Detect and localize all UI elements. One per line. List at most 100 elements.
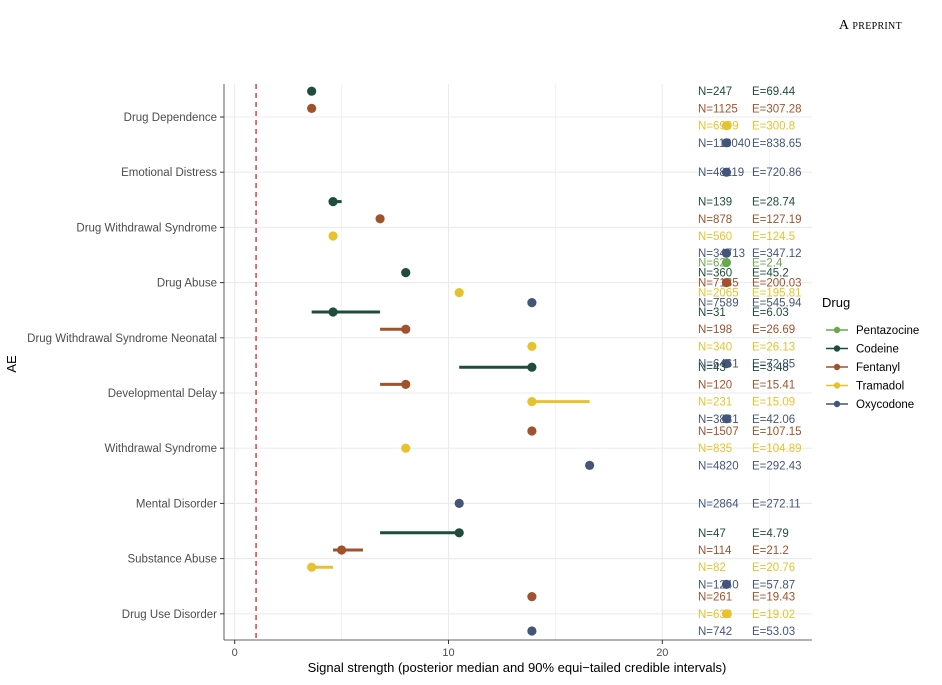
median-point	[454, 288, 464, 298]
median-point	[527, 397, 537, 407]
grid-layer	[224, 84, 812, 640]
y-tick-label: Drug Dependence	[124, 112, 217, 124]
e-label: E=57.87	[752, 579, 795, 591]
n-label: N=630	[698, 609, 732, 621]
n-label: N=742	[698, 626, 732, 638]
n-label: N=2864	[698, 498, 739, 510]
e-label: E=2.4	[752, 258, 783, 270]
n-label: N=43	[698, 362, 726, 374]
y-tick-label: Drug Withdrawal Syndrome	[76, 222, 217, 234]
n-label: N=120	[698, 379, 732, 391]
median-point	[527, 341, 537, 351]
legend-key-point	[833, 326, 841, 334]
median-point	[527, 362, 537, 372]
e-label: E=545.94	[752, 298, 802, 310]
e-label: E=6.03	[752, 307, 789, 319]
median-point	[328, 197, 338, 207]
e-label: E=4.79	[752, 528, 789, 540]
median-point	[307, 86, 317, 96]
median-point	[721, 167, 732, 177]
e-label: E=307.28	[752, 103, 802, 115]
median-point	[527, 298, 537, 308]
n-label: N=360	[698, 268, 732, 280]
y-axis-title: AE	[4, 355, 19, 373]
median-point	[307, 562, 317, 572]
median-point	[375, 214, 385, 224]
e-label: E=127.19	[752, 214, 802, 226]
median-point	[721, 278, 732, 288]
axis-layer: AE Signal strength (posterior median and…	[4, 84, 812, 675]
n-label: N=48119	[698, 167, 744, 179]
legend-key-point	[833, 400, 841, 408]
legend-label: Pentazocine	[856, 325, 919, 337]
e-label: E=104.89	[752, 443, 802, 455]
median-point	[401, 268, 411, 278]
n-label: N=1125	[698, 103, 738, 115]
n-label: N=34713	[698, 248, 745, 260]
e-label: E=26.13	[752, 341, 795, 353]
n-label: N=31	[698, 307, 726, 319]
e-label: E=19.43	[752, 592, 795, 604]
nE-label-layer: N=247 E=69.44N=1125 E=307.28N=6909 E=300.8N…	[698, 86, 802, 638]
legend-title: Drug	[822, 295, 850, 310]
n-label: N=835	[698, 443, 732, 455]
legend: Drug Pentazocine Codeine Fentanyl Tramadol O…	[822, 295, 919, 411]
y-tick-label: Substance Abuse	[127, 554, 217, 566]
median-point	[721, 248, 732, 258]
n-label: N=139	[698, 197, 732, 209]
x-tick-label: 10	[442, 647, 454, 659]
plot-panel	[224, 84, 812, 640]
median-point	[401, 379, 411, 389]
legend-key-point	[833, 345, 841, 352]
median-point	[527, 592, 537, 602]
legend-key-point	[833, 363, 841, 371]
x-axis-title: Signal strength (posterior median and 90…	[308, 660, 727, 675]
n-label: N=1240	[698, 579, 739, 591]
e-label: E=195.81	[752, 288, 802, 300]
median-point	[401, 443, 411, 453]
n-label: N=560	[698, 231, 732, 243]
n-label: N=118040	[698, 138, 751, 150]
n-label: N=261	[698, 592, 732, 604]
median-point	[401, 324, 411, 334]
e-label: E=72.85	[752, 359, 795, 371]
median-point	[721, 138, 732, 148]
n-label: N=7185	[698, 278, 739, 290]
e-label: E=838.65	[752, 138, 802, 150]
median-point	[328, 307, 338, 317]
point-layer	[307, 86, 732, 636]
e-label: E=45.2	[752, 268, 789, 280]
e-label: E=69.44	[752, 86, 796, 98]
y-tick-label: Drug Withdrawal Syndrome Neonatal	[27, 333, 217, 345]
median-point	[721, 258, 732, 268]
median-point	[721, 121, 732, 131]
y-tick-label: Emotional Distress	[121, 167, 217, 179]
n-label: N=4820	[698, 460, 739, 472]
preprint-header: A preprint	[838, 18, 902, 33]
e-label: E=3.48	[752, 362, 789, 374]
n-label: N=247	[698, 86, 732, 98]
n-label: N=6909	[698, 121, 739, 133]
e-label: E=272.11	[752, 498, 801, 510]
x-tick-label: 20	[656, 647, 668, 659]
n-label: N=231	[698, 397, 732, 409]
e-label: E=20.76	[752, 562, 795, 574]
n-label: N=62	[698, 258, 726, 270]
e-label: E=15.09	[752, 397, 795, 409]
e-label: E=347.12	[752, 248, 802, 260]
median-point	[585, 460, 595, 470]
e-label: E=200.03	[752, 278, 802, 290]
median-point	[328, 231, 338, 241]
y-tick-label: Developmental Delay	[108, 388, 218, 400]
median-point	[721, 414, 732, 424]
y-tick-label: Mental Disorder	[136, 498, 217, 510]
legend-label: Fentanyl	[856, 362, 900, 374]
n-label: N=878	[698, 214, 732, 226]
median-point	[527, 626, 537, 636]
e-label: E=28.74	[752, 197, 796, 209]
n-label: N=114	[698, 545, 732, 557]
median-point	[454, 498, 464, 508]
median-point	[721, 609, 732, 619]
